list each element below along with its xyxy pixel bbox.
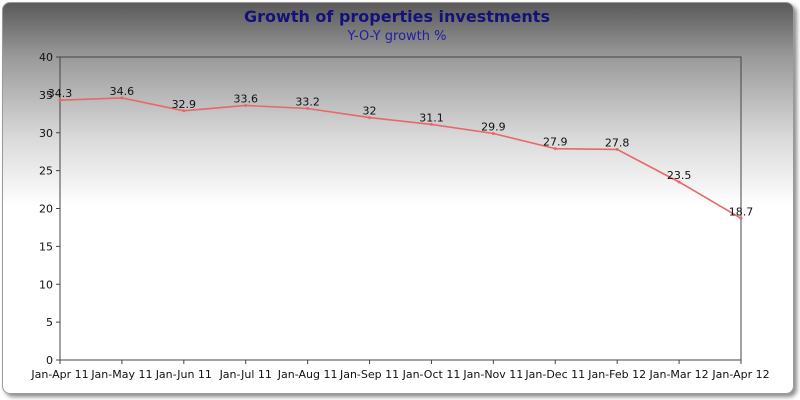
x-tick-label: Jan-Sep 11	[339, 368, 399, 381]
data-label: 34.6	[110, 85, 135, 98]
data-point	[306, 107, 310, 111]
data-point	[244, 103, 248, 107]
x-tick-label: Jan-Dec 11	[524, 368, 585, 381]
series-group	[58, 96, 743, 220]
x-tick-label: Jan-Oct 11	[402, 368, 461, 381]
data-point	[58, 98, 62, 102]
data-label: 18.7	[729, 205, 754, 218]
data-point	[182, 109, 186, 113]
x-tick-label: Jan-Aug 11	[277, 368, 338, 381]
data-label: 27.8	[605, 136, 630, 149]
data-label: 33.2	[295, 96, 320, 109]
x-tick-label: Jan-Apr 11	[30, 368, 88, 381]
data-label: 27.9	[543, 136, 568, 149]
y-tick-label: 0	[46, 354, 53, 367]
x-tick-label: Jan-Nov 11	[462, 368, 523, 381]
data-label: 23.5	[667, 169, 692, 182]
data-label: 31.1	[419, 111, 444, 124]
y-tick-label: 20	[39, 203, 53, 216]
y-tick-label: 40	[39, 51, 53, 64]
line-chart: Growth of properties investments Y-O-Y g…	[30, 7, 770, 381]
plot-area	[59, 56, 742, 361]
y-tick-label: 5	[46, 316, 53, 329]
data-point	[553, 147, 557, 151]
x-tick-label: Jan-Apr 12	[711, 368, 769, 381]
x-tick-label: Jan-Jul 11	[219, 368, 272, 381]
data-point	[615, 147, 619, 151]
data-label: 32.9	[172, 98, 197, 111]
data-label: 33.6	[233, 92, 258, 105]
series-line	[59, 97, 742, 220]
data-point	[368, 116, 372, 120]
chart-subtitle: Y-O-Y growth %	[347, 29, 447, 44]
data-labels: 34.3 34.6 32.9 33.6 33.2 32 31.1 29.9 27.9 27.8 23…	[48, 85, 754, 218]
x-tick-label: Jan-Jun 11	[155, 368, 212, 381]
data-point	[739, 216, 743, 220]
x-tick-label: Jan-Feb 12	[587, 368, 646, 381]
data-label: 29.9	[481, 121, 506, 134]
x-tick-label: Jan-Mar 12	[648, 368, 708, 381]
y-axis: 0 5 10 15 20 25 30 35 40	[39, 51, 60, 367]
data-point	[120, 96, 124, 100]
data-label: 34.3	[48, 87, 73, 100]
chart-frame: Growth of properties investments Y-O-Y g…	[2, 2, 794, 394]
data-point	[429, 122, 433, 126]
y-tick-label: 25	[39, 165, 53, 178]
y-tick-label: 30	[39, 127, 53, 140]
data-label: 32	[363, 105, 377, 118]
y-tick-label: 35	[39, 89, 53, 102]
y-tick-label: 10	[39, 278, 53, 291]
data-point	[491, 132, 495, 136]
chart-title: Growth of properties investments	[244, 7, 550, 26]
y-tick-label: 15	[39, 240, 53, 253]
data-point	[677, 180, 681, 184]
x-axis: Jan-Apr 11 Jan-May 11 Jan-Jun 11 Jan-Jul 11…	[30, 360, 770, 381]
x-tick-label: Jan-May 11	[90, 368, 152, 381]
